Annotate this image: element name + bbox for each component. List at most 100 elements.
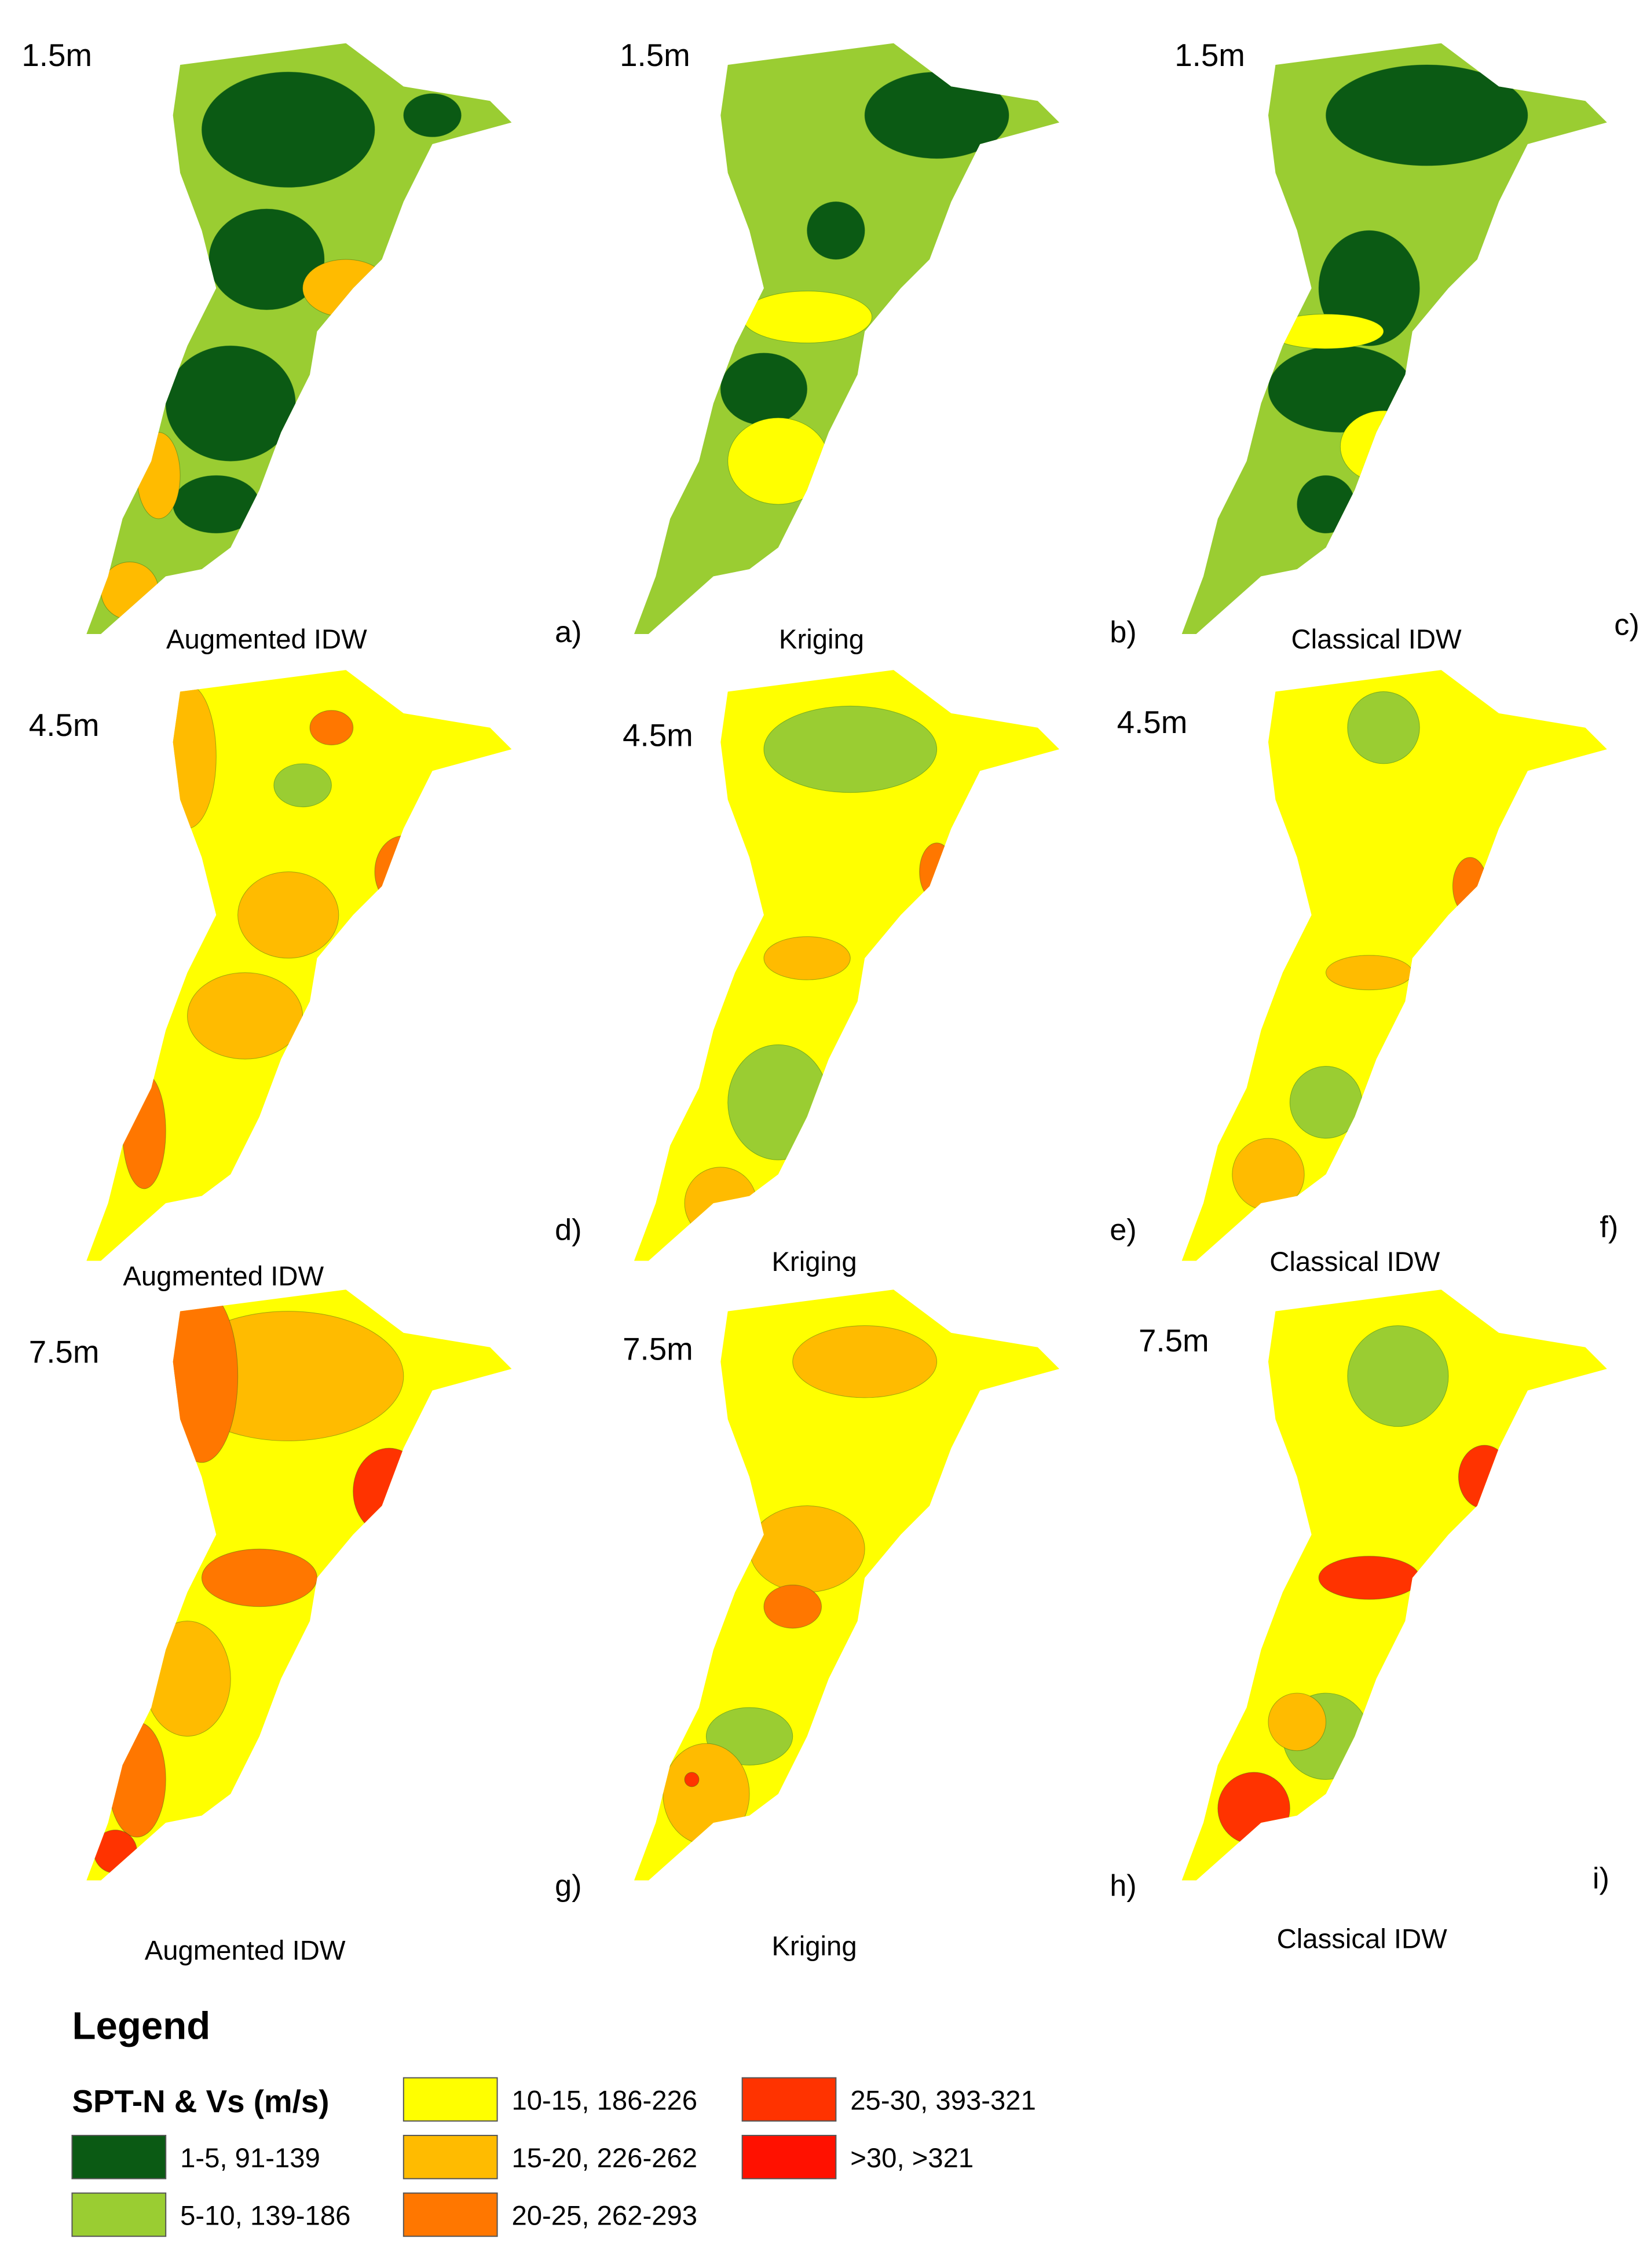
map-zone [309,710,354,746]
map-zone [749,1505,865,1593]
map-zone [864,71,1009,159]
panel-letter: c) [1614,608,1640,642]
map-zone [353,1448,426,1535]
map-zone [1340,410,1428,483]
map-zone [742,291,873,343]
map-area [86,670,512,1261]
legend-label: 10-15, 186-226 [511,2085,697,2116]
legend-swatch [402,2135,498,2179]
legend-label: 25-30, 393-321 [850,2085,1036,2116]
map-zone [727,417,829,505]
map-zone [763,1584,822,1629]
map-zone [1268,314,1384,349]
map-zone [122,1073,166,1189]
depth-label: 7.5m [623,1331,693,1367]
panel-letter: b) [1110,615,1136,649]
map-zone [1347,691,1420,764]
method-label: Classical IDW [1277,1924,1448,1955]
map-panel [86,1289,512,1881]
map-zone [1325,955,1413,991]
map-zone [144,1621,231,1737]
panel-letter: f) [1600,1211,1618,1244]
map-zone [201,1548,318,1607]
map-panel [86,670,512,1261]
panel-letter: d) [555,1214,581,1247]
map-zone [237,871,339,959]
map-zone [919,842,954,901]
method-label: Kriging [779,624,864,655]
panel-letter: e) [1110,1214,1136,1247]
method-label: Augmented IDW [123,1261,324,1292]
map-zone [1232,1138,1305,1211]
legend-label: 20-25, 262-293 [511,2200,697,2231]
map-zone [108,1721,166,1838]
map-zone [1325,64,1528,166]
map-zone [1452,857,1488,915]
panel-letter: a) [555,615,581,649]
map-area [634,43,1060,634]
panel-letter: g) [555,1869,581,1903]
map-area [1181,1289,1607,1881]
map-zone [1268,1692,1326,1752]
map-zone [302,259,390,317]
map-panel [634,43,1060,634]
legend-swatch [71,2192,167,2237]
map-zone [1268,345,1413,433]
map-zone [136,432,181,519]
map-zone [165,1289,239,1463]
map-zone [1458,1445,1511,1509]
method-label: Kriging [771,1931,857,1962]
map-zone [165,345,296,461]
map-zone [403,93,462,137]
map-grid: 1.5m Augmented IDW a) 1.5m Kriging b) 1.5m Clas… [21,37,1640,1966]
legend-label: 1-5, 91-139 [180,2143,320,2174]
map-panel [1181,43,1607,634]
depth-label: 7.5m [29,1334,100,1370]
map-zone [792,1325,938,1398]
method-label: Augmented IDW [166,624,367,655]
map-zone [1297,475,1355,534]
method-label: Classical IDW [1291,624,1462,655]
legend-title: Legend [72,2005,210,2048]
depth-label: 4.5m [1117,704,1188,740]
map-zone [187,972,303,1060]
legend-swatch [402,2192,498,2237]
map-panel [634,1289,1060,1881]
map-zone [720,353,808,426]
map-area [634,1289,1060,1881]
legend-label: 5-10, 139-186 [180,2200,350,2231]
depth-label: 1.5m [21,37,92,73]
legend: Legend SPT-N & Vs (m/s) 1-5, 91-139 5-10,… [71,2005,1036,2237]
depth-label: 4.5m [29,707,100,743]
depth-label: 1.5m [620,37,690,73]
depth-label: 1.5m [1174,37,1245,73]
map-base [634,43,1060,634]
map-zone [727,1044,829,1160]
map-zone [1217,1772,1290,1845]
map-zone [1289,1066,1363,1139]
method-label: Classical IDW [1269,1247,1440,1277]
legend-swatch [741,2077,837,2122]
legend-swatch [402,2077,498,2122]
map-zone [173,475,260,534]
method-label: Kriging [771,1247,857,1277]
map-area [1181,670,1607,1261]
map-area [86,1289,512,1881]
map-zone [684,1772,700,1787]
map-zone [684,1167,758,1240]
map-zone [374,835,433,908]
map-zone [201,71,375,188]
map-zone [763,936,851,980]
legend-swatch [71,2135,167,2179]
legend-swatch [741,2135,837,2179]
legend-subtitle: SPT-N & Vs (m/s) [72,2083,329,2119]
map-panel [1181,670,1607,1261]
map-zone [208,208,325,310]
method-label: Augmented IDW [145,1935,346,1966]
map-area [1181,43,1607,634]
panel-letter: i) [1593,1862,1609,1895]
panel-letter: h) [1110,1869,1136,1903]
depth-label: 7.5m [1139,1322,1209,1358]
map-panel [86,43,512,634]
